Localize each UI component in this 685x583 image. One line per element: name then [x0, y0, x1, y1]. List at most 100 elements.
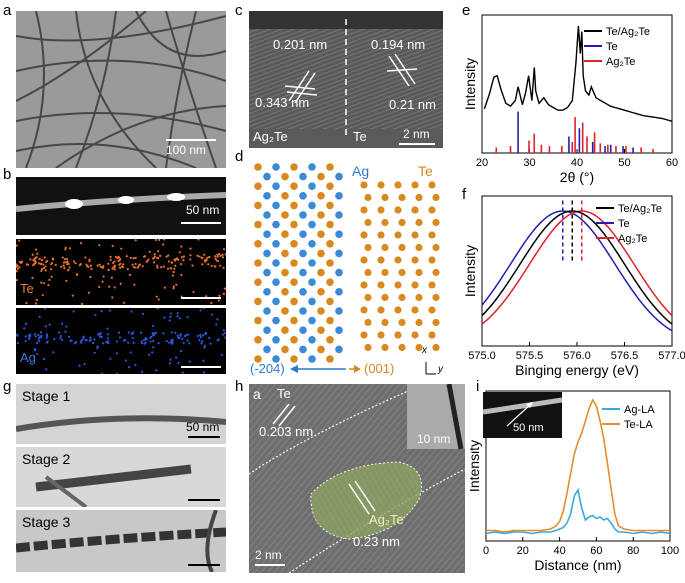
te-dot	[18, 266, 21, 269]
te-atom	[398, 243, 406, 252]
te-atom	[428, 256, 436, 264]
te-dot	[114, 255, 117, 259]
x-tick-label: 40	[571, 157, 583, 169]
ag-dot	[171, 338, 174, 341]
te-atom	[281, 230, 289, 238]
te-dot	[163, 286, 166, 289]
ag-dot	[64, 330, 67, 333]
scale-bar	[399, 143, 435, 145]
ag-dot	[43, 308, 47, 310]
ag-dot	[145, 338, 148, 341]
ag-dot	[60, 322, 64, 325]
te-atom	[364, 293, 372, 302]
direction-arrows	[290, 362, 436, 375]
te-atom	[394, 206, 402, 214]
te-dot	[98, 244, 101, 247]
te-atom	[381, 343, 389, 352]
ag-atom	[263, 345, 271, 354]
te-dot	[156, 266, 159, 269]
ag-dot	[222, 329, 225, 332]
te-dot	[177, 258, 180, 261]
plot-frame	[481, 195, 673, 347]
te-atom	[415, 243, 423, 252]
te-atom	[254, 316, 262, 325]
ag-dot	[130, 310, 133, 313]
scale-bar	[181, 222, 221, 224]
te-atom	[415, 293, 423, 302]
ag-dot	[33, 348, 37, 351]
hrtem-image-c: 0.201 nm 0.343 nm 0.194 nm 0.21 nm Ag₂Te…	[249, 11, 443, 148]
ag-dot	[205, 331, 208, 335]
ag-dot	[82, 335, 85, 338]
te-dot	[46, 259, 49, 263]
x-tick-label: 576.5	[611, 350, 639, 362]
te-atom	[317, 192, 325, 200]
te-dot	[222, 292, 225, 295]
panel-label-g: g	[3, 378, 12, 395]
panel-label-d: d	[235, 148, 244, 165]
ag-atom	[299, 268, 307, 277]
ag-dot	[106, 340, 109, 343]
ag-dot	[107, 337, 110, 340]
ag-dot	[175, 356, 178, 359]
ag-dot	[44, 325, 47, 328]
ag-dot	[169, 312, 173, 315]
legend-entry: Ag-LA	[624, 404, 655, 416]
x-tick-label: 40	[553, 545, 565, 557]
ag-dot	[140, 331, 143, 334]
te-dot	[221, 256, 225, 259]
te-dot	[48, 278, 51, 281]
te-atom	[281, 172, 289, 181]
ag-dot	[177, 361, 180, 364]
ag-dot	[45, 368, 48, 371]
ag-dot	[100, 310, 103, 313]
ag-dot	[140, 340, 143, 343]
te-atom	[398, 193, 406, 202]
te-atom	[432, 218, 440, 227]
te-atom	[428, 206, 436, 214]
ag-dot	[162, 332, 165, 335]
ag-dot	[109, 357, 112, 360]
te-dot	[109, 258, 112, 261]
te-atom	[290, 278, 298, 286]
te-dot	[40, 267, 44, 271]
te-atom	[317, 345, 325, 354]
te-dot	[173, 267, 176, 270]
te-dot	[64, 248, 67, 251]
ag-atom	[308, 297, 316, 306]
te-atom	[415, 318, 423, 327]
direction-label-left: (-204)	[250, 361, 285, 376]
te-dot	[63, 258, 66, 261]
ag-dot	[221, 333, 225, 336]
te-dot	[112, 265, 115, 269]
te-atom	[394, 306, 402, 314]
te-dot	[40, 262, 43, 265]
ag-dot	[188, 360, 191, 363]
ag-dot	[150, 335, 153, 338]
x-tick-label: 577.0	[658, 350, 685, 362]
te-dot	[29, 258, 32, 261]
ag-atom	[335, 268, 343, 277]
te-dot	[148, 250, 151, 253]
ag-dot	[16, 334, 19, 337]
te-atom	[317, 288, 325, 296]
ag2te-d-spacing: 0.23 nm	[353, 534, 400, 549]
te-dot	[16, 264, 19, 267]
te-atom	[254, 201, 262, 210]
te-dot	[79, 242, 83, 245]
stage2-nanowire	[35, 464, 192, 507]
ag-dot	[129, 351, 132, 354]
x-tick-label: 576.0	[563, 350, 591, 362]
eds-map-ag: Ag	[16, 308, 226, 374]
te-dot	[203, 253, 206, 256]
te-atom	[290, 201, 298, 210]
te-atom	[281, 249, 289, 258]
te-dot	[65, 279, 68, 282]
te-dot	[117, 259, 120, 263]
scale-bar	[166, 139, 216, 141]
ag-dot	[46, 340, 49, 343]
te-dot	[129, 273, 132, 276]
ag-dot	[152, 346, 155, 349]
ag-atom	[335, 288, 343, 296]
te-dot	[120, 247, 123, 250]
